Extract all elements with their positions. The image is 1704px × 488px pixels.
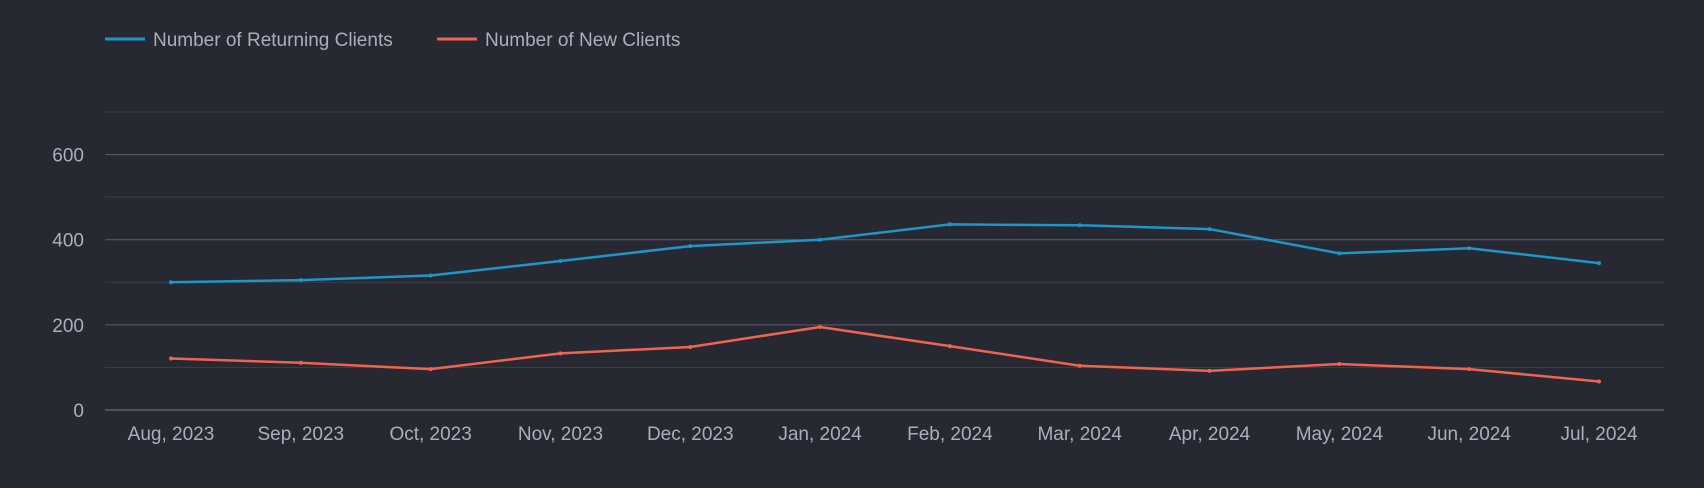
x-tick-label: May, 2024	[1296, 424, 1384, 445]
data-point[interactable]	[1077, 223, 1082, 228]
data-point[interactable]	[1077, 363, 1082, 368]
legend-label: Number of New Clients	[485, 30, 680, 51]
x-tick-label: Aug, 2023	[128, 424, 215, 445]
data-point[interactable]	[169, 356, 173, 361]
x-tick-label: Apr, 2024	[1169, 424, 1251, 445]
data-point[interactable]	[688, 344, 693, 349]
legend: Number of Returning Clients Number of Ne…	[105, 30, 680, 51]
x-tick-label: Sep, 2023	[257, 424, 344, 445]
data-point[interactable]	[818, 237, 823, 242]
legend-item-new-clients[interactable]: Number of New Clients	[437, 30, 680, 51]
y-tick-label: 0	[73, 401, 84, 422]
data-point[interactable]	[1467, 246, 1472, 251]
legend-item-returning-clients[interactable]: Number of Returning Clients	[105, 30, 393, 51]
data-point[interactable]	[169, 280, 173, 285]
grid-lines	[105, 111, 1664, 411]
data-point[interactable]	[1207, 227, 1212, 232]
data-point[interactable]	[1337, 251, 1342, 256]
series-line-returning-clients[interactable]	[169, 223, 1601, 284]
data-point[interactable]	[428, 273, 433, 278]
x-tick-label: Dec, 2023	[647, 424, 734, 445]
data-point[interactable]	[947, 222, 952, 227]
data-point[interactable]	[558, 351, 563, 356]
data-point[interactable]	[298, 278, 303, 283]
data-point[interactable]	[1597, 261, 1601, 266]
x-tick-label: Nov, 2023	[518, 424, 603, 445]
y-axis-ticks: 0 200 400 600	[52, 146, 84, 422]
y-tick-label: 200	[52, 316, 84, 337]
series-line-new-clients[interactable]	[169, 325, 1601, 383]
x-tick-label: Jan, 2024	[778, 424, 862, 445]
data-point[interactable]	[428, 367, 433, 372]
data-point[interactable]	[1467, 367, 1472, 372]
data-point[interactable]	[1597, 379, 1601, 384]
x-tick-label: Mar, 2024	[1037, 424, 1122, 445]
x-tick-label: Feb, 2024	[907, 424, 993, 445]
data-point[interactable]	[1207, 368, 1212, 373]
data-point[interactable]	[818, 324, 823, 329]
y-tick-label: 400	[52, 231, 84, 252]
y-tick-label: 600	[52, 146, 84, 167]
x-axis-ticks: Aug, 2023 Sep, 2023 Oct, 2023 Nov, 2023 Dec,…	[128, 424, 1638, 445]
data-point[interactable]	[688, 244, 693, 249]
data-point[interactable]	[298, 360, 303, 365]
data-point[interactable]	[1337, 362, 1342, 367]
legend-label: Number of Returning Clients	[153, 30, 393, 51]
x-tick-label: Jun, 2024	[1427, 424, 1511, 445]
series-lines	[169, 222, 1601, 384]
x-tick-label: Jul, 2024	[1560, 424, 1638, 445]
data-point[interactable]	[558, 259, 563, 263]
data-point[interactable]	[947, 344, 952, 349]
x-tick-label: Oct, 2023	[389, 424, 471, 445]
